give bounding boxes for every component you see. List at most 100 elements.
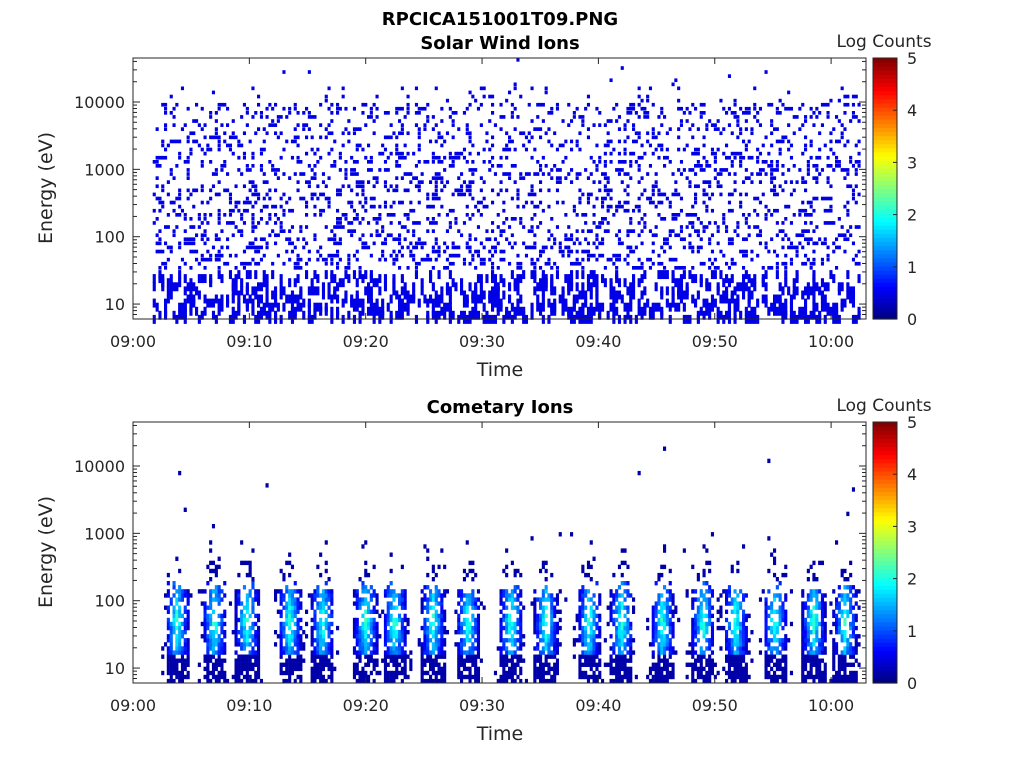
heatmap-cell	[502, 613, 506, 619]
heatmap-cell	[434, 593, 438, 598]
heatmap-cell	[214, 172, 218, 176]
heatmap-cell	[508, 135, 512, 140]
heatmap-cell	[333, 164, 337, 168]
heatmap-cell	[237, 290, 241, 300]
heatmap-cell	[533, 245, 537, 250]
heatmap-cell	[282, 261, 286, 266]
heatmap-cell	[502, 147, 506, 152]
heatmap-cell	[787, 237, 791, 242]
heatmap-cell	[476, 253, 481, 258]
heatmap-cell	[192, 139, 196, 144]
heatmap-cell	[383, 237, 388, 242]
heatmap-cell	[327, 151, 331, 156]
heatmap-cell	[462, 674, 467, 680]
heatmap-cell	[259, 151, 264, 156]
heatmap-cell	[722, 217, 726, 221]
heatmap-cell	[372, 678, 376, 684]
heatmap-cell	[414, 176, 419, 180]
heatmap-cell	[296, 188, 300, 193]
heatmap-cell	[445, 282, 450, 292]
heatmap-cell	[282, 192, 286, 197]
heatmap-cell	[843, 176, 847, 180]
heatmap-cell	[823, 241, 827, 246]
heatmap-cell	[240, 625, 244, 631]
heatmap-cell	[474, 617, 478, 623]
heatmap-cell	[403, 605, 407, 610]
heatmap-cell	[541, 634, 545, 639]
heatmap-cell	[155, 127, 159, 131]
heatmap-cell	[539, 168, 543, 172]
heatmap-cell	[519, 638, 523, 643]
heatmap-cell	[710, 261, 715, 266]
colorbar-step	[873, 290, 897, 296]
heatmap-cell	[626, 135, 630, 140]
heatmap-cell	[561, 298, 565, 308]
heatmap-cell	[589, 270, 593, 280]
heatmap-cell	[254, 225, 258, 229]
heatmap-cell	[637, 94, 641, 99]
heatmap-cell	[468, 233, 472, 238]
heatmap-cell	[857, 164, 861, 168]
heatmap-cell	[527, 102, 531, 107]
heatmap-cell	[310, 286, 314, 296]
heatmap-cell	[209, 654, 213, 659]
heatmap-cell	[513, 662, 517, 667]
heatmap-cell	[434, 670, 438, 676]
heatmap-cell	[468, 678, 472, 684]
heatmap-cell	[313, 621, 317, 627]
heatmap-cell	[324, 646, 328, 651]
heatmap-cell	[164, 147, 168, 152]
heatmap-cell	[451, 111, 455, 115]
heatmap-cell	[211, 630, 216, 635]
heatmap-cell	[234, 225, 238, 229]
heatmap-cell	[321, 208, 326, 213]
heatmap-cell	[290, 609, 295, 614]
heatmap-cell	[321, 658, 326, 663]
heatmap-cell	[725, 310, 729, 320]
heatmap-cell	[457, 621, 461, 627]
panel-title: Cometary Ions	[427, 397, 574, 418]
heatmap-cell	[172, 654, 176, 659]
heatmap-cell	[815, 282, 819, 292]
heatmap-cell	[756, 147, 760, 152]
colorbar-step	[873, 261, 897, 267]
heatmap-cell	[293, 245, 297, 250]
heatmap-cell	[840, 135, 844, 140]
heatmap-cell	[516, 617, 520, 623]
heatmap-cell	[533, 646, 537, 651]
heatmap-cell	[211, 621, 216, 627]
heatmap-cell	[217, 650, 221, 655]
heatmap-cell	[237, 143, 241, 148]
heatmap-cell	[784, 306, 788, 316]
heatmap-cell	[516, 274, 520, 284]
heatmap-cell	[361, 621, 365, 627]
heatmap-cell	[288, 229, 292, 233]
heatmap-cell	[327, 253, 331, 258]
heatmap-cell	[378, 151, 382, 156]
heatmap-cell	[330, 670, 334, 676]
heatmap-cell	[276, 634, 280, 639]
heatmap-cell	[352, 621, 357, 627]
heatmap-cell	[251, 646, 255, 651]
heatmap-cell	[282, 597, 286, 602]
heatmap-cell	[274, 286, 278, 296]
heatmap-cell	[254, 597, 258, 602]
heatmap-cell	[448, 302, 452, 312]
heatmap-cell	[392, 650, 396, 655]
heatmap-cell	[395, 164, 399, 168]
heatmap-cell	[358, 577, 362, 582]
heatmap-cell	[460, 662, 464, 667]
heatmap-cell	[389, 151, 393, 156]
heatmap-cell	[457, 192, 461, 197]
heatmap-cell	[307, 180, 311, 184]
heatmap-cell	[389, 589, 393, 594]
heatmap-cell	[206, 221, 210, 225]
heatmap-cell	[606, 204, 610, 209]
heatmap-cell	[361, 188, 365, 193]
heatmap-cell	[710, 123, 715, 127]
heatmap-cell	[829, 131, 833, 136]
heatmap-cell	[361, 597, 365, 602]
heatmap-cell	[180, 662, 185, 667]
heatmap-cell	[242, 131, 247, 136]
heatmap-cell	[505, 617, 509, 623]
